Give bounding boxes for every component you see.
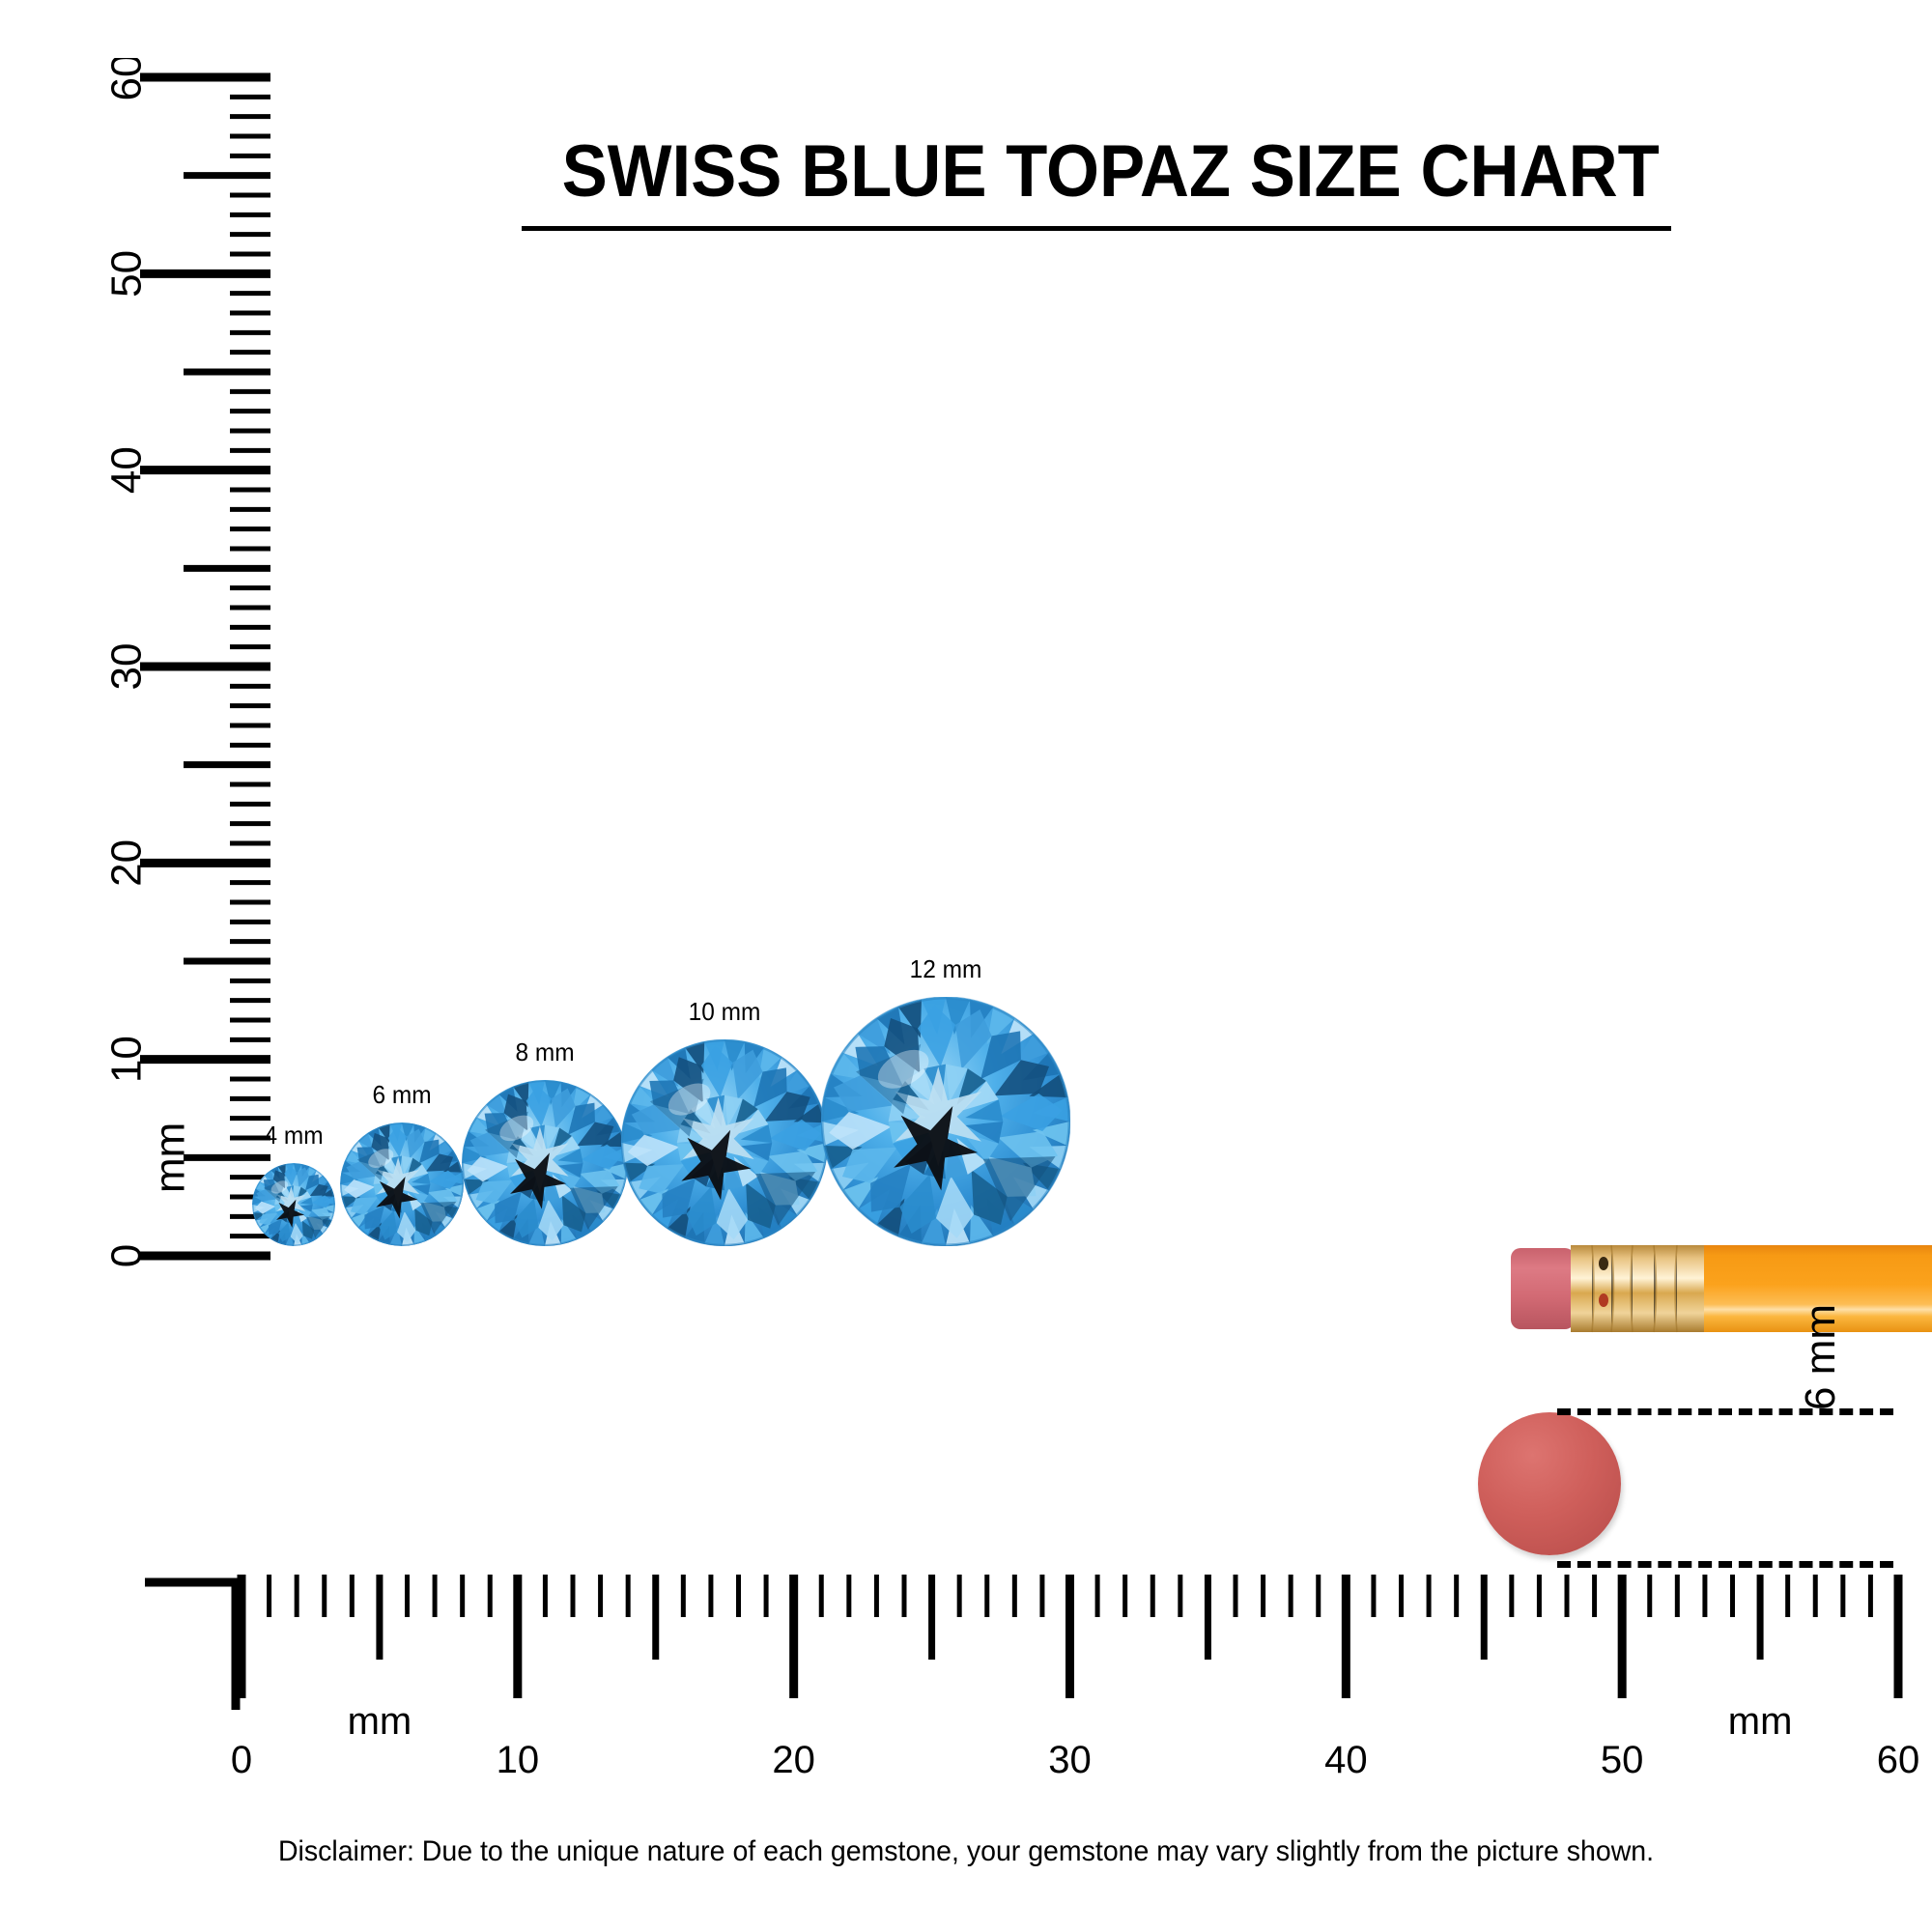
horizontal-ruler [145, 1575, 1903, 1710]
gemstone-12mm[interactable] [820, 996, 1071, 1247]
v-ruler-label: 50 [103, 250, 151, 298]
gemstone-label-10mm: 10 mm [688, 997, 761, 1026]
v-ruler-label: 60 [103, 58, 151, 100]
v-ruler-label: 20 [103, 839, 151, 887]
h-ruler-label: 30 [1048, 1739, 1092, 1781]
h-ruler-label: 20 [772, 1739, 815, 1781]
vertical-ruler: 0 10 20 30 40 50 60 mm [103, 58, 270, 1267]
gemstone-4mm[interactable] [252, 1163, 336, 1246]
callout-top-dash [1557, 1408, 1893, 1415]
callout-bottom-dash [1557, 1561, 1893, 1568]
h-ruler-label: 40 [1324, 1739, 1368, 1781]
h-ruler-unit-label: mm [1727, 1700, 1793, 1743]
title-underline [522, 226, 1671, 231]
h-ruler-label: 60 [1876, 1739, 1920, 1781]
disclaimer-text: Disclaimer: Due to the unique nature of … [277, 1835, 1655, 1867]
h-ruler-label: 0 [230, 1739, 253, 1781]
gemstone-6mm[interactable] [339, 1122, 464, 1246]
v-ruler-label: 30 [103, 643, 151, 691]
gemstone-label-8mm: 8 mm [515, 1037, 575, 1066]
gemstone-label-6mm: 6 mm [372, 1080, 432, 1109]
h-ruler-label: 50 [1600, 1739, 1644, 1781]
gemstone-label-12mm: 12 mm [909, 954, 982, 983]
eraser-dot [1478, 1412, 1621, 1555]
h-ruler-unit-label: mm [347, 1700, 412, 1743]
page-title: SWISS BLUE TOPAZ SIZE CHART [522, 135, 1671, 231]
v-ruler-label: 0 [103, 1244, 151, 1267]
h-ruler-label: 10 [496, 1739, 540, 1781]
eraser-size-label: 6 mm [1797, 1304, 1844, 1410]
gemstone-8mm[interactable] [462, 1079, 629, 1247]
gemstone-label-4mm: 4 mm [264, 1121, 324, 1150]
title-text: SWISS BLUE TOPAZ SIZE CHART [561, 130, 1660, 213]
v-ruler-unit-label: mm [147, 1122, 194, 1193]
v-ruler-label: 10 [103, 1036, 151, 1083]
pencil-icon [1511, 1244, 1932, 1333]
gemstone-10mm[interactable] [620, 1038, 829, 1247]
v-ruler-label: 40 [103, 446, 151, 494]
